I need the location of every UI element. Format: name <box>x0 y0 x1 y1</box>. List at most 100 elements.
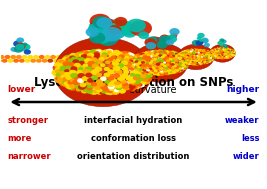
Circle shape <box>154 51 158 54</box>
Circle shape <box>83 69 91 75</box>
Circle shape <box>192 64 194 65</box>
Circle shape <box>190 53 193 55</box>
Circle shape <box>209 53 211 54</box>
Circle shape <box>102 23 115 32</box>
Circle shape <box>140 67 144 70</box>
Circle shape <box>74 86 82 92</box>
Circle shape <box>62 82 69 87</box>
Circle shape <box>132 63 139 67</box>
Circle shape <box>69 61 76 66</box>
Circle shape <box>67 55 73 59</box>
Circle shape <box>212 56 215 58</box>
Circle shape <box>83 69 91 74</box>
Circle shape <box>209 61 212 62</box>
Circle shape <box>160 52 163 54</box>
Circle shape <box>84 50 90 55</box>
Circle shape <box>178 56 180 57</box>
Circle shape <box>227 50 229 51</box>
Circle shape <box>199 63 202 65</box>
Circle shape <box>186 56 189 58</box>
Circle shape <box>166 63 170 66</box>
Circle shape <box>184 55 186 57</box>
Circle shape <box>82 51 88 55</box>
Circle shape <box>141 53 146 56</box>
Circle shape <box>146 77 152 82</box>
Circle shape <box>232 56 233 57</box>
Circle shape <box>68 81 74 85</box>
Circle shape <box>230 49 232 50</box>
Circle shape <box>70 59 76 63</box>
Circle shape <box>173 65 177 67</box>
Circle shape <box>218 41 223 45</box>
Circle shape <box>211 53 214 56</box>
Circle shape <box>225 58 227 59</box>
Circle shape <box>206 62 208 64</box>
Circle shape <box>77 52 83 56</box>
Circle shape <box>163 53 167 56</box>
Circle shape <box>230 49 231 50</box>
Circle shape <box>89 14 111 29</box>
Circle shape <box>151 70 155 72</box>
Circle shape <box>147 64 153 68</box>
Circle shape <box>177 65 181 68</box>
Circle shape <box>183 52 186 54</box>
Circle shape <box>223 57 225 59</box>
Circle shape <box>190 62 193 64</box>
Circle shape <box>141 57 145 59</box>
Circle shape <box>59 68 65 72</box>
Circle shape <box>144 52 147 54</box>
Circle shape <box>222 49 224 50</box>
Circle shape <box>135 67 139 70</box>
Circle shape <box>218 56 220 58</box>
Circle shape <box>142 52 146 54</box>
Circle shape <box>115 83 122 88</box>
Circle shape <box>212 53 214 54</box>
Circle shape <box>150 55 153 58</box>
Circle shape <box>219 58 220 59</box>
Circle shape <box>160 70 163 73</box>
Circle shape <box>218 48 219 49</box>
Circle shape <box>66 55 73 60</box>
Circle shape <box>57 76 64 81</box>
Circle shape <box>218 57 220 58</box>
Circle shape <box>214 52 216 53</box>
Circle shape <box>123 28 137 38</box>
Circle shape <box>108 84 115 89</box>
Circle shape <box>178 70 182 73</box>
Circle shape <box>210 55 212 56</box>
Circle shape <box>135 66 142 72</box>
Circle shape <box>180 65 183 68</box>
Circle shape <box>217 49 218 50</box>
Circle shape <box>140 55 143 58</box>
Circle shape <box>169 65 172 67</box>
Circle shape <box>81 89 87 93</box>
Circle shape <box>177 58 181 61</box>
Circle shape <box>171 70 175 73</box>
Circle shape <box>174 66 179 69</box>
Circle shape <box>225 47 227 49</box>
Circle shape <box>220 58 221 59</box>
Circle shape <box>233 54 235 56</box>
Circle shape <box>106 23 122 34</box>
Circle shape <box>211 53 213 54</box>
Circle shape <box>117 63 125 68</box>
Circle shape <box>227 56 229 57</box>
Circle shape <box>139 57 144 61</box>
Circle shape <box>211 55 213 56</box>
Circle shape <box>145 37 152 41</box>
Circle shape <box>186 52 188 54</box>
Circle shape <box>69 54 75 58</box>
Circle shape <box>188 63 190 65</box>
Circle shape <box>208 62 210 63</box>
Circle shape <box>161 63 164 66</box>
Circle shape <box>209 60 212 62</box>
Circle shape <box>178 70 181 72</box>
Circle shape <box>201 58 204 60</box>
Circle shape <box>185 61 189 64</box>
Circle shape <box>221 53 222 55</box>
Circle shape <box>142 53 145 56</box>
Circle shape <box>228 48 230 49</box>
Circle shape <box>147 50 151 53</box>
Circle shape <box>194 61 197 63</box>
Circle shape <box>202 50 205 52</box>
